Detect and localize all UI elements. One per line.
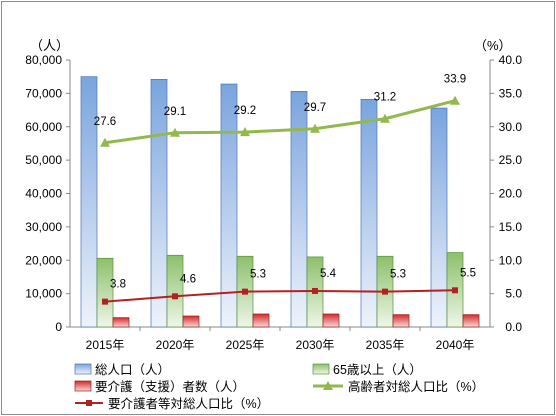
legend-swatch-65-over bbox=[312, 363, 330, 375]
bars bbox=[80, 76, 480, 328]
line-elderly-ratio bbox=[104, 99, 456, 145]
bar-total-population bbox=[360, 99, 378, 328]
data-label-elderly-ratio: 29.1 bbox=[164, 106, 186, 118]
right-tick-label: 25.0 bbox=[499, 153, 523, 167]
bar-care-recipients bbox=[322, 313, 340, 328]
right-tick-label: 30.0 bbox=[499, 120, 523, 134]
bar-total-population bbox=[290, 91, 308, 328]
legend-item-care-ratio: 要介護者等対総人口比（%） bbox=[75, 396, 269, 411]
legend-label-total-population: 総人口（人） bbox=[95, 363, 170, 377]
left-tick-label: 40,000 bbox=[25, 187, 62, 201]
legend-item-total-population: 総人口（人） bbox=[74, 363, 170, 377]
right-tick-label: 10.0 bbox=[499, 253, 523, 267]
x-axis-categories: 2015年 2020年 2025年 2030年 2035年 2040年 bbox=[86, 327, 475, 352]
x-category-label: 2015年 bbox=[86, 338, 125, 352]
left-tick-label: 70,000 bbox=[25, 86, 62, 100]
right-tick-label: 5.0 bbox=[505, 287, 522, 301]
right-axis-ticks: 0.0 5.0 10.0 15.0 20.0 25.0 30.0 35.0 40.0 bbox=[490, 53, 522, 334]
left-axis-unit: （人） bbox=[30, 38, 69, 53]
right-axis-unit: （%） bbox=[474, 38, 512, 53]
marker-elderly-ratio bbox=[310, 123, 320, 133]
legend-marker-care-ratio bbox=[86, 400, 92, 406]
bar-care-recipients bbox=[392, 314, 410, 328]
line-care-ratio bbox=[104, 289, 456, 303]
legend-label-elderly-ratio: 高齢者対総人口比（%） bbox=[348, 379, 484, 394]
x-category-label: 2020年 bbox=[156, 338, 195, 352]
bar-total-population bbox=[80, 76, 98, 328]
marker-elderly-ratio bbox=[170, 127, 180, 137]
bar-65-over bbox=[166, 254, 184, 328]
legend-label-65-over: 65歳以上（人） bbox=[333, 363, 422, 377]
data-label-elderly-ratio: 27.6 bbox=[94, 116, 116, 128]
marker-care-ratio bbox=[242, 288, 248, 295]
data-label-elderly-ratio: 33.9 bbox=[444, 74, 466, 86]
bar-care-recipients bbox=[112, 317, 130, 328]
right-tick-label: 0.0 bbox=[505, 320, 522, 334]
left-tick-label: 60,000 bbox=[25, 120, 62, 134]
legend-item-care-recipients: 要介護（支援）者数（人） bbox=[74, 379, 245, 394]
right-tick-label: 40.0 bbox=[499, 53, 523, 67]
left-tick-label: 30,000 bbox=[25, 220, 62, 234]
right-tick-label: 15.0 bbox=[499, 220, 523, 234]
bar-care-recipients bbox=[252, 313, 270, 328]
x-category-label: 2030年 bbox=[296, 338, 335, 352]
bar-total-population bbox=[220, 83, 238, 328]
bar-65-over bbox=[96, 257, 114, 328]
bar-care-recipients bbox=[462, 314, 480, 328]
marker-elderly-ratio bbox=[240, 127, 250, 137]
marker-elderly-ratio bbox=[380, 113, 390, 123]
marker-elderly-ratio bbox=[100, 137, 110, 147]
left-tick-label: 50,000 bbox=[25, 153, 62, 167]
x-category-label: 2040年 bbox=[436, 338, 475, 352]
legend-marker-elderly-ratio bbox=[323, 381, 333, 390]
marker-care-ratio bbox=[452, 287, 458, 294]
legend-item-65-over: 65歳以上（人） bbox=[312, 363, 422, 377]
data-label-elderly-ratio: 29.2 bbox=[234, 105, 256, 117]
x-category-label: 2035年 bbox=[366, 338, 405, 352]
data-label-care-ratio: 5.3 bbox=[250, 269, 266, 281]
marker-care-ratio bbox=[382, 288, 388, 295]
legend-label-care-ratio: 要介護者等対総人口比（%） bbox=[108, 396, 269, 411]
data-label-elderly-ratio: 29.7 bbox=[304, 102, 326, 114]
lines: 27.6 29.1 29.2 29.7 31.2 33.9 3.8 4.6 5.3 5.4 5.3 5… bbox=[94, 74, 476, 305]
marker-care-ratio bbox=[172, 293, 178, 300]
marker-care-ratio bbox=[312, 287, 318, 294]
right-tick-label: 20.0 bbox=[499, 187, 523, 201]
right-tick-label: 35.0 bbox=[499, 86, 523, 100]
data-label-care-ratio: 5.5 bbox=[460, 267, 476, 279]
marker-care-ratio bbox=[102, 298, 108, 305]
legend: 総人口（人） 65歳以上（人） 要介護（支援）者数（人） 高齢者対総人口比（%）… bbox=[74, 363, 484, 411]
left-tick-label: 0 bbox=[55, 320, 62, 334]
bar-care-recipients bbox=[182, 315, 200, 328]
bar-total-population bbox=[430, 107, 448, 328]
legend-item-elderly-ratio: 高齢者対総人口比（%） bbox=[313, 379, 484, 394]
legend-swatch-total-population bbox=[74, 363, 92, 375]
legend-swatch-care-recipients bbox=[74, 380, 92, 392]
data-label-elderly-ratio: 31.2 bbox=[374, 92, 396, 104]
data-label-care-ratio: 5.4 bbox=[320, 268, 337, 280]
left-tick-label: 10,000 bbox=[25, 287, 62, 301]
legend-label-care-recipients: 要介護（支援）者数（人） bbox=[95, 379, 245, 394]
left-tick-label: 20,000 bbox=[25, 253, 62, 267]
data-label-care-ratio: 5.3 bbox=[390, 269, 406, 281]
left-axis-ticks: 0 10,000 20,000 30,000 40,000 50,000 60,000 70,… bbox=[25, 53, 70, 334]
data-label-care-ratio: 4.6 bbox=[180, 273, 196, 285]
marker-elderly-ratio bbox=[450, 95, 460, 105]
data-label-care-ratio: 3.8 bbox=[110, 279, 126, 291]
left-tick-label: 80,000 bbox=[25, 53, 62, 67]
x-category-label: 2025年 bbox=[226, 338, 265, 352]
bar-total-population bbox=[150, 79, 168, 328]
